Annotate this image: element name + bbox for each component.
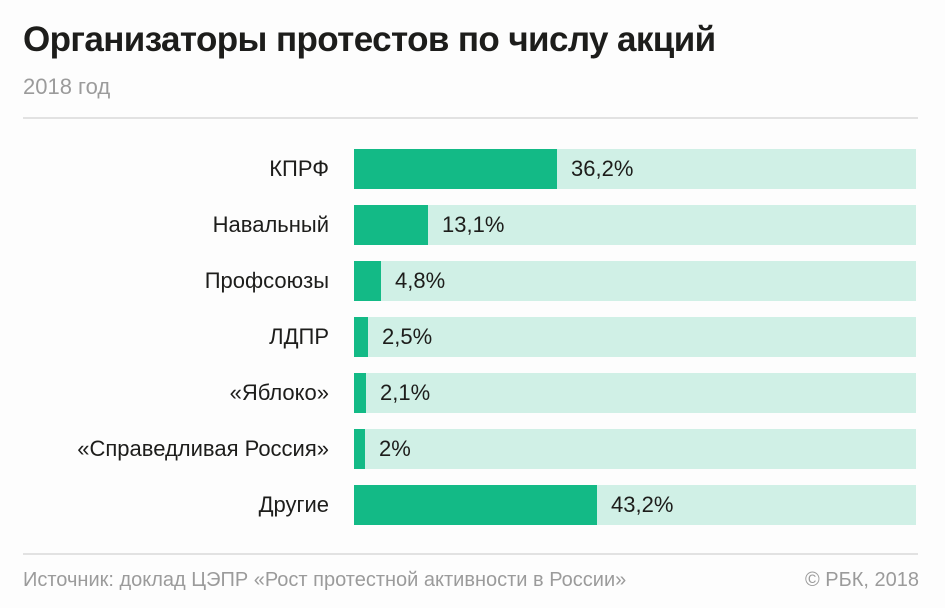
top-divider: [23, 117, 918, 119]
value-label: 2,1%: [380, 380, 431, 405]
category-label: КПРФ: [269, 156, 329, 181]
value-label: 4,8%: [395, 268, 446, 293]
chart-subtitle: 2018 год: [23, 74, 111, 99]
category-label: Другие: [258, 492, 329, 517]
value-label: 2%: [379, 436, 411, 461]
bottom-divider: [23, 553, 918, 555]
chart-title: Организаторы протестов по числу акций: [23, 20, 716, 59]
bar: [354, 429, 365, 469]
category-label: Навальный: [212, 212, 329, 237]
bar-track: 13,1%: [354, 205, 916, 245]
bar-row: Другие 43,2%: [0, 485, 945, 525]
bar-track: 2,5%: [354, 317, 916, 357]
copyright: © РБК, 2018: [804, 569, 919, 591]
bar: [354, 205, 428, 245]
bar: [354, 317, 368, 357]
bar-row: Навальный 13,1%: [0, 205, 945, 245]
bar-track: 43,2%: [354, 485, 916, 525]
bar-track: 2%: [354, 429, 916, 469]
bar-row: Профсоюзы 4,8%: [0, 261, 945, 301]
bar: [354, 149, 557, 189]
bar: [354, 373, 366, 413]
category-label: «Яблоко»: [229, 380, 329, 405]
bar-track: 2,1%: [354, 373, 916, 413]
bar-row: «Справедливая Россия» 2%: [0, 429, 945, 469]
bar-row: «Яблоко» 2,1%: [0, 373, 945, 413]
bar-track: 36,2%: [354, 149, 916, 189]
bar-row: КПРФ 36,2%: [0, 149, 945, 189]
bar: [354, 485, 597, 525]
category-label: ЛДПР: [269, 324, 329, 349]
value-label: 36,2%: [571, 156, 634, 181]
bar: [354, 261, 381, 301]
category-label: Профсоюзы: [204, 268, 329, 293]
value-label: 13,1%: [442, 212, 505, 237]
value-label: 2,5%: [382, 324, 433, 349]
bar-row: ЛДПР 2,5%: [0, 317, 945, 357]
source-note: Источник: доклад ЦЭПР «Рост протестной а…: [23, 569, 627, 591]
category-label: «Справедливая Россия»: [77, 436, 329, 461]
value-label: 43,2%: [611, 492, 674, 517]
bar-track: 4,8%: [354, 261, 916, 301]
